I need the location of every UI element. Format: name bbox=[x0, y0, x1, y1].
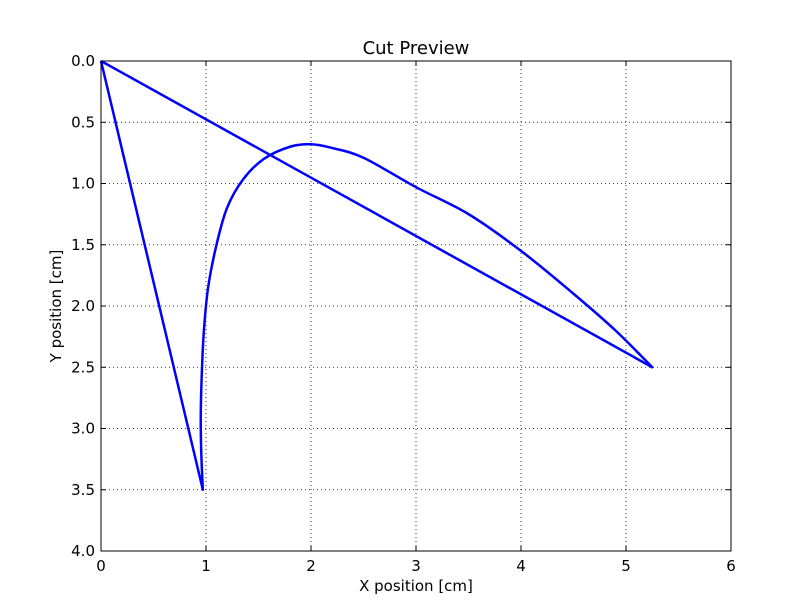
y-tick-label: 1.0 bbox=[71, 175, 95, 193]
x-tick-label: 3 bbox=[411, 557, 421, 575]
y-axis-label: Y position [cm] bbox=[47, 250, 65, 364]
x-tick-label: 2 bbox=[306, 557, 316, 575]
x-tick-label: 5 bbox=[621, 557, 631, 575]
cut-path-line bbox=[99, 59, 654, 491]
x-tick-label: 6 bbox=[726, 557, 736, 575]
x-tick-label: 4 bbox=[516, 557, 526, 575]
series-layer bbox=[99, 59, 654, 491]
y-tick-label: 1.5 bbox=[71, 236, 95, 254]
y-tick-label: 3.5 bbox=[71, 481, 95, 499]
y-tick-label: 2.5 bbox=[71, 358, 95, 376]
y-tick-label: 0.5 bbox=[71, 113, 95, 131]
x-axis-label: X position [cm] bbox=[359, 577, 473, 595]
y-tick-label: 0.0 bbox=[71, 52, 95, 70]
x-tick-label: 0 bbox=[96, 557, 106, 575]
y-tick-label: 4.0 bbox=[71, 542, 95, 560]
y-tick-label: 3.0 bbox=[71, 420, 95, 438]
y-tick-label: 2.0 bbox=[71, 297, 95, 315]
x-tick-label: 1 bbox=[201, 557, 211, 575]
x-axis: 0 1 2 3 4 5 6 bbox=[96, 61, 736, 575]
y-axis: 0.0 0.5 1.0 1.5 2.0 2.5 3.0 3.5 4.0 bbox=[71, 52, 731, 560]
chart-title: Cut Preview bbox=[363, 38, 470, 59]
